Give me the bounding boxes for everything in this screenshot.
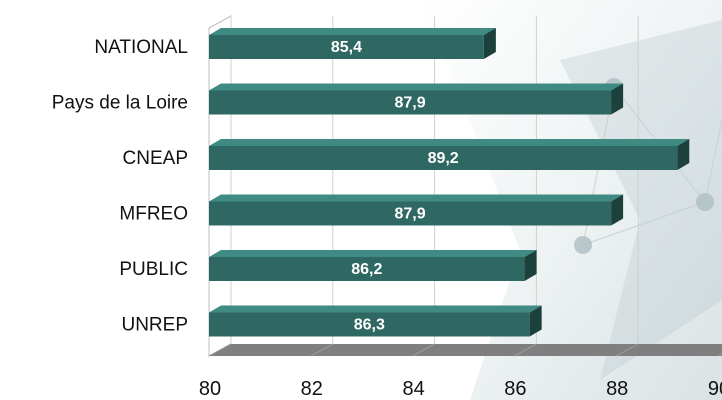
bar-front-face bbox=[209, 257, 525, 281]
floor-gridline bbox=[412, 343, 435, 357]
bar-top-face bbox=[209, 194, 624, 202]
bars: 85,4 87,9 89,2 87,9 86,2 86,3 bbox=[209, 28, 690, 337]
bar-front-face bbox=[209, 90, 612, 115]
bar-front-face bbox=[209, 146, 678, 170]
data-label: 87,9 bbox=[394, 206, 425, 223]
bar: 86,3 bbox=[209, 305, 542, 337]
data-label: 86,3 bbox=[354, 317, 385, 334]
chart-walls bbox=[208, 15, 722, 357]
data-label: 89,2 bbox=[428, 150, 459, 167]
x-tick-label: 90 bbox=[708, 378, 722, 400]
floor-gridline bbox=[514, 343, 537, 357]
floor-gridline bbox=[310, 343, 334, 357]
category-label: MFREO bbox=[119, 204, 188, 225]
category-label: UNREP bbox=[121, 315, 188, 336]
bar-front-face bbox=[209, 201, 612, 226]
floor-gridline bbox=[208, 343, 232, 357]
bar-top-face bbox=[209, 305, 542, 313]
category-label: PUBLIC bbox=[119, 259, 188, 280]
bar: 87,9 bbox=[209, 83, 624, 115]
bar-top-face bbox=[209, 139, 690, 146]
bar-side-face bbox=[611, 194, 624, 226]
category-label: NATIONAL bbox=[94, 37, 188, 58]
bar-top-face bbox=[209, 28, 496, 35]
category-label: Pays de la Loire bbox=[52, 93, 188, 114]
data-label: 85,4 bbox=[331, 39, 362, 56]
bar-side-face bbox=[483, 28, 496, 59]
gridlines bbox=[208, 16, 722, 357]
bar-side-face bbox=[524, 250, 537, 281]
bar: 89,2 bbox=[209, 139, 690, 170]
left-wall bbox=[208, 15, 232, 357]
bar-side-face bbox=[611, 83, 624, 115]
bar: 86,2 bbox=[209, 250, 537, 281]
category-label: CNEAP bbox=[123, 148, 188, 169]
floor-gridline bbox=[615, 343, 639, 357]
bar-front-face bbox=[209, 35, 484, 59]
bar: 87,9 bbox=[209, 194, 624, 226]
x-tick-label: 80 bbox=[199, 378, 221, 400]
data-label: 87,9 bbox=[394, 95, 425, 112]
bar: 85,4 bbox=[209, 28, 496, 59]
x-tick-label: 84 bbox=[402, 378, 424, 400]
bar-front-face bbox=[209, 312, 530, 337]
bar-top-face bbox=[209, 83, 624, 91]
bar-side-face bbox=[529, 305, 542, 337]
bar-top-face bbox=[209, 250, 537, 257]
bar-side-face bbox=[677, 139, 690, 170]
chart-floor bbox=[209, 344, 722, 356]
x-tick-label: 82 bbox=[301, 378, 323, 400]
x-tick-label: 88 bbox=[606, 378, 628, 400]
x-tick-labels: 80 82 84 86 88 90 bbox=[199, 378, 722, 400]
data-label: 86,2 bbox=[351, 261, 382, 278]
x-tick-label: 86 bbox=[504, 378, 526, 400]
category-labels: NATIONAL Pays de la Loire CNEAP MFREO PUBLIC… bbox=[52, 37, 188, 336]
